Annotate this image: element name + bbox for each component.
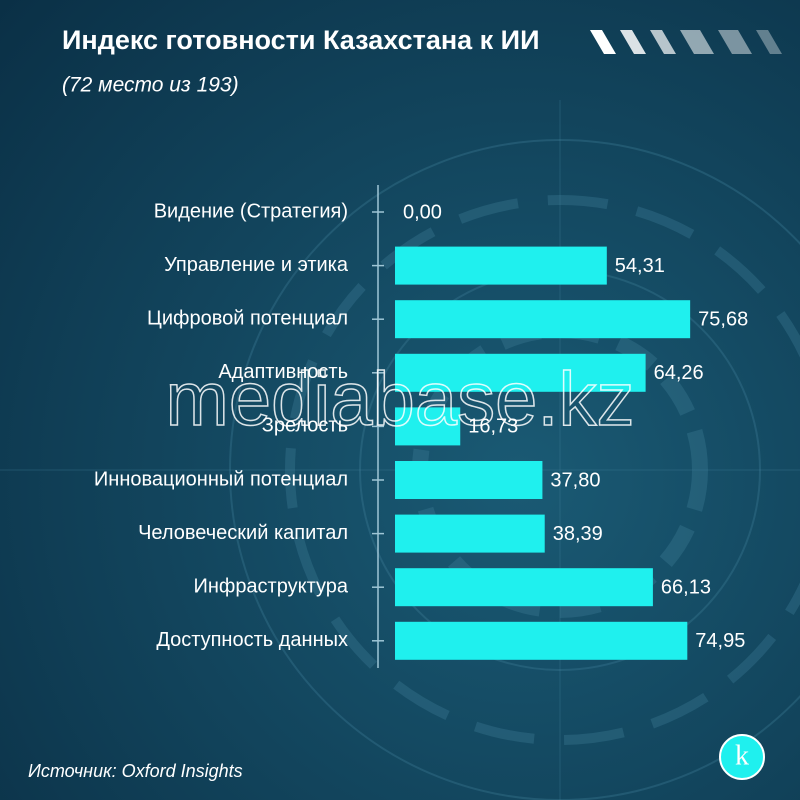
bar — [395, 300, 691, 339]
value-label: 37,80 — [550, 469, 600, 491]
value-label: 0,00 — [403, 201, 442, 223]
category-label: Инфраструктура — [193, 575, 348, 597]
bar — [395, 514, 545, 553]
value-label: 54,31 — [615, 255, 665, 277]
category-label: Инновационный потенциал — [94, 468, 348, 490]
chart-subtitle: (72 место из 193) — [62, 74, 239, 97]
category-label: Адаптивность — [218, 361, 348, 383]
value-label: 38,39 — [553, 523, 603, 545]
value-label: 74,95 — [695, 630, 745, 652]
bar — [395, 621, 688, 660]
category-label: Цифровой потенциал — [147, 307, 348, 329]
category-label: Видение (Стратегия) — [154, 200, 348, 222]
logo-circle — [719, 734, 765, 780]
bar — [395, 461, 543, 499]
category-label: Человеческий капитал — [138, 522, 348, 544]
value-label: 66,13 — [661, 576, 711, 598]
bar — [395, 568, 653, 607]
bar — [395, 353, 646, 392]
value-label: 75,68 — [698, 308, 748, 330]
category-label: Доступность данных — [156, 629, 348, 651]
bar — [395, 246, 607, 285]
value-label: 64,26 — [654, 362, 704, 384]
category-label: Зрелость — [262, 415, 348, 437]
source: Источник: Oxford Insights — [28, 761, 243, 781]
watermark: mediabase.kz — [166, 357, 635, 442]
chart-title: Индекс готовности Казахстана к ИИ — [62, 25, 539, 55]
logo: k — [735, 740, 749, 771]
value-label: 16,73 — [468, 416, 518, 438]
bar — [395, 407, 461, 446]
title-stripes — [590, 30, 782, 54]
category-label: Управление и этика — [164, 254, 349, 276]
